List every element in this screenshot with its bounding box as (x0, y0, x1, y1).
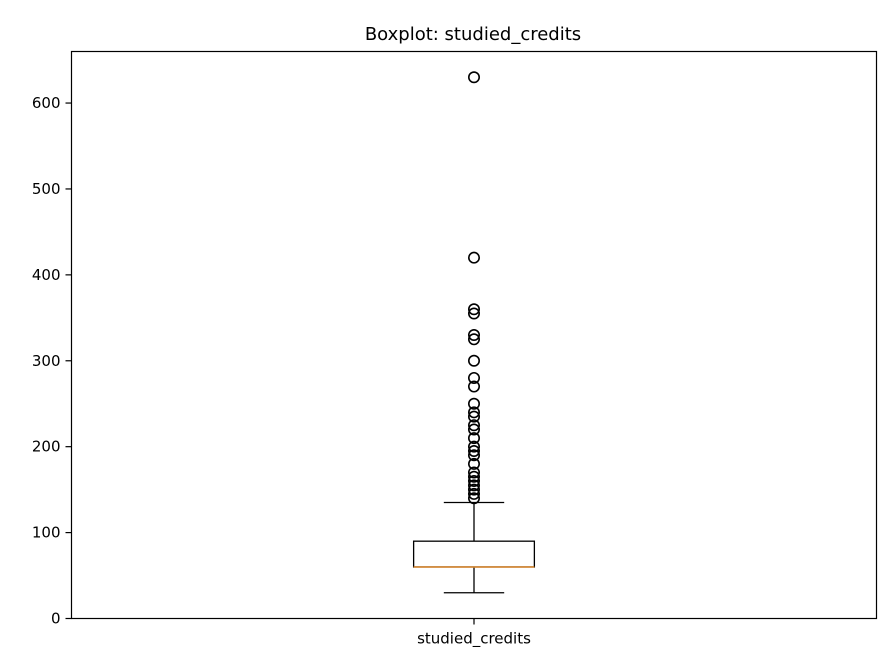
outlier-point (467, 328, 480, 341)
outlier-point (467, 410, 480, 423)
y-axis: 0 100 200 300 400 500 600 (32, 94, 72, 628)
outlier-point (467, 419, 480, 432)
outlier-point (467, 483, 480, 496)
outlier-point (467, 440, 480, 453)
outlier-point (467, 251, 480, 264)
outlier-point (467, 71, 480, 84)
outlier-point (467, 303, 480, 316)
outlier-point (467, 371, 480, 384)
outlier-point (467, 479, 480, 492)
y-tick-label: 200 (32, 438, 61, 456)
outlier-point (467, 333, 480, 346)
outlier-point (467, 354, 480, 367)
outlier-point (467, 397, 480, 410)
box-group (412, 71, 536, 594)
outlier-point (467, 307, 480, 320)
box-series (412, 71, 536, 594)
outlier-point (467, 423, 480, 436)
outlier-point (467, 457, 480, 470)
outlier-point (467, 492, 480, 505)
outlier-point (467, 470, 480, 483)
y-tick-label: 0 (51, 610, 61, 628)
outlier-point (467, 449, 480, 462)
outlier-point (467, 406, 480, 419)
y-tick-label: 500 (32, 180, 61, 198)
outlier-point (467, 475, 480, 488)
y-tick-label: 100 (32, 524, 61, 542)
x-axis: studied_credits (417, 618, 531, 649)
outlier-point (467, 487, 480, 500)
outlier-point (467, 444, 480, 457)
outlier-point (467, 466, 480, 479)
outlier-point (467, 432, 480, 445)
iqr-box (412, 540, 536, 568)
y-tick-label: 300 (32, 352, 61, 370)
chart-title: Boxplot: studied_credits (365, 24, 581, 45)
y-tick-label: 400 (32, 266, 61, 284)
outlier-point (467, 380, 480, 393)
y-tick-label: 600 (32, 94, 61, 112)
x-tick-label: studied_credits (417, 630, 531, 649)
